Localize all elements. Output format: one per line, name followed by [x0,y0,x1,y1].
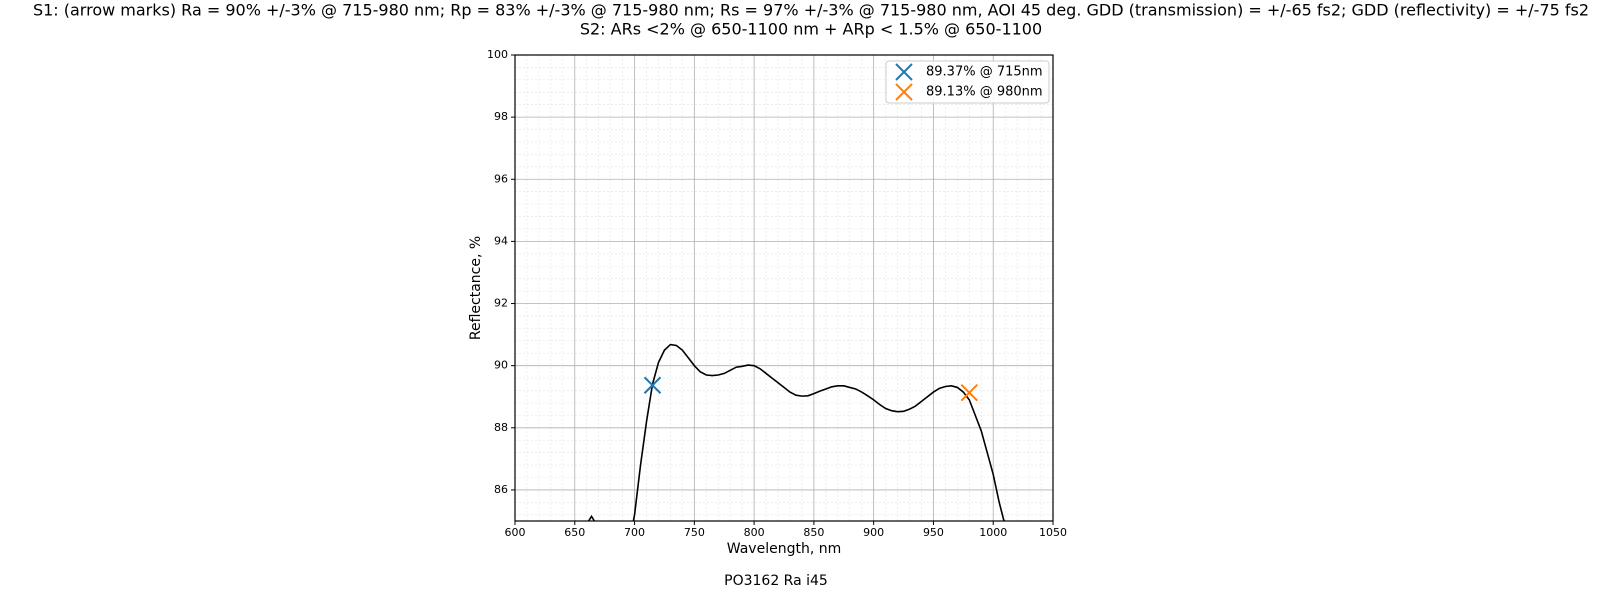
legend-label: 89.13% @ 980nm [926,85,1043,100]
x-tick-label: 800 [744,526,765,539]
y-tick-label: 92 [494,297,508,310]
plot-frame [514,54,1054,522]
y-tick-label: 90 [494,359,508,372]
x-tick-label: 850 [803,526,824,539]
x-tick-label: 600 [505,526,526,539]
legend-label: 89.37% @ 715nm [926,65,1043,80]
x-tick-label: 950 [923,526,944,539]
legend-box [885,60,1050,104]
x-tick-label: 1000 [979,526,1007,539]
y-tick-label: 98 [494,110,508,123]
marker [643,376,662,394]
x-tick-label: 750 [684,526,705,539]
y-tick-label: 86 [494,483,508,496]
chart-title: S2: ARs <2% @ 650-1100 nm + ARp < 1.5% @… [580,20,1042,39]
x-tick-label: 900 [863,526,884,539]
chart-title: S1: (arrow marks) Ra = 90% +/-3% @ 715-9… [33,1,1589,20]
marker [960,383,979,402]
x-axis-label: Wavelength, nm [727,541,841,557]
x-tick-label: 700 [624,526,645,539]
legend-marker [895,83,913,101]
y-axis-label: Reflectance, % [468,236,484,340]
caption: PO3162 Ra i45 [724,573,828,589]
curve [587,343,1005,521]
legend-marker [895,63,913,81]
x-tick-label: 1050 [1039,526,1067,539]
y-tick-label: 94 [494,234,508,247]
y-tick-label: 100 [487,48,508,61]
y-tick-label: 88 [494,421,508,434]
x-tick-label: 650 [564,526,585,539]
y-tick-label: 96 [494,172,508,185]
